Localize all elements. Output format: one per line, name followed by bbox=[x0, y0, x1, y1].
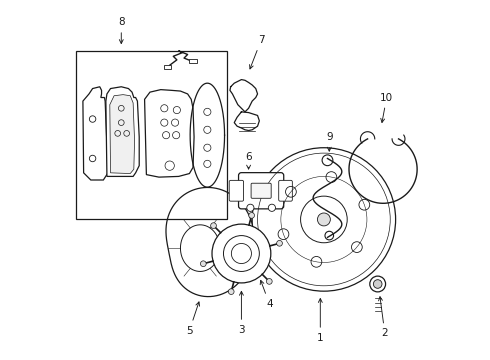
Polygon shape bbox=[83, 87, 108, 180]
Circle shape bbox=[212, 224, 271, 283]
Circle shape bbox=[370, 276, 386, 292]
Text: 1: 1 bbox=[317, 298, 323, 343]
Circle shape bbox=[249, 212, 254, 218]
Bar bbox=[164, 64, 171, 69]
Circle shape bbox=[252, 148, 395, 291]
Text: 9: 9 bbox=[326, 132, 333, 151]
Text: 3: 3 bbox=[238, 291, 245, 335]
Circle shape bbox=[269, 204, 275, 211]
Circle shape bbox=[277, 240, 282, 246]
Circle shape bbox=[318, 213, 330, 226]
Text: 8: 8 bbox=[118, 17, 124, 44]
Text: 7: 7 bbox=[249, 35, 265, 69]
Text: 10: 10 bbox=[380, 93, 393, 122]
Text: 2: 2 bbox=[379, 297, 388, 338]
Polygon shape bbox=[145, 90, 194, 177]
Text: 5: 5 bbox=[186, 302, 199, 336]
FancyBboxPatch shape bbox=[251, 183, 271, 198]
Polygon shape bbox=[106, 87, 139, 176]
FancyBboxPatch shape bbox=[239, 173, 284, 209]
FancyBboxPatch shape bbox=[229, 180, 244, 201]
Circle shape bbox=[228, 289, 234, 294]
Circle shape bbox=[247, 204, 254, 211]
Polygon shape bbox=[110, 95, 135, 174]
Text: 4: 4 bbox=[260, 280, 273, 309]
Circle shape bbox=[211, 223, 217, 229]
Bar bbox=[190, 59, 196, 63]
Circle shape bbox=[267, 279, 272, 284]
Circle shape bbox=[373, 280, 382, 288]
FancyBboxPatch shape bbox=[279, 180, 293, 201]
Bar bbox=[76, 51, 227, 220]
Circle shape bbox=[200, 261, 206, 267]
Text: 6: 6 bbox=[245, 152, 252, 169]
